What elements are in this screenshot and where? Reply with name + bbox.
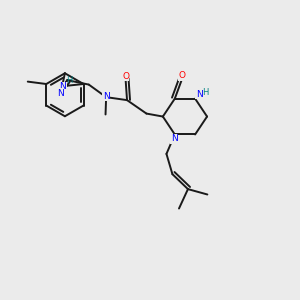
Text: N: N xyxy=(103,92,110,101)
Text: O: O xyxy=(179,71,186,80)
Text: N: N xyxy=(57,88,64,98)
Text: N: N xyxy=(171,134,178,143)
Text: H: H xyxy=(66,76,73,85)
Text: N: N xyxy=(196,90,203,99)
Text: H: H xyxy=(202,88,208,97)
Text: N: N xyxy=(59,82,66,91)
Text: O: O xyxy=(122,72,129,81)
